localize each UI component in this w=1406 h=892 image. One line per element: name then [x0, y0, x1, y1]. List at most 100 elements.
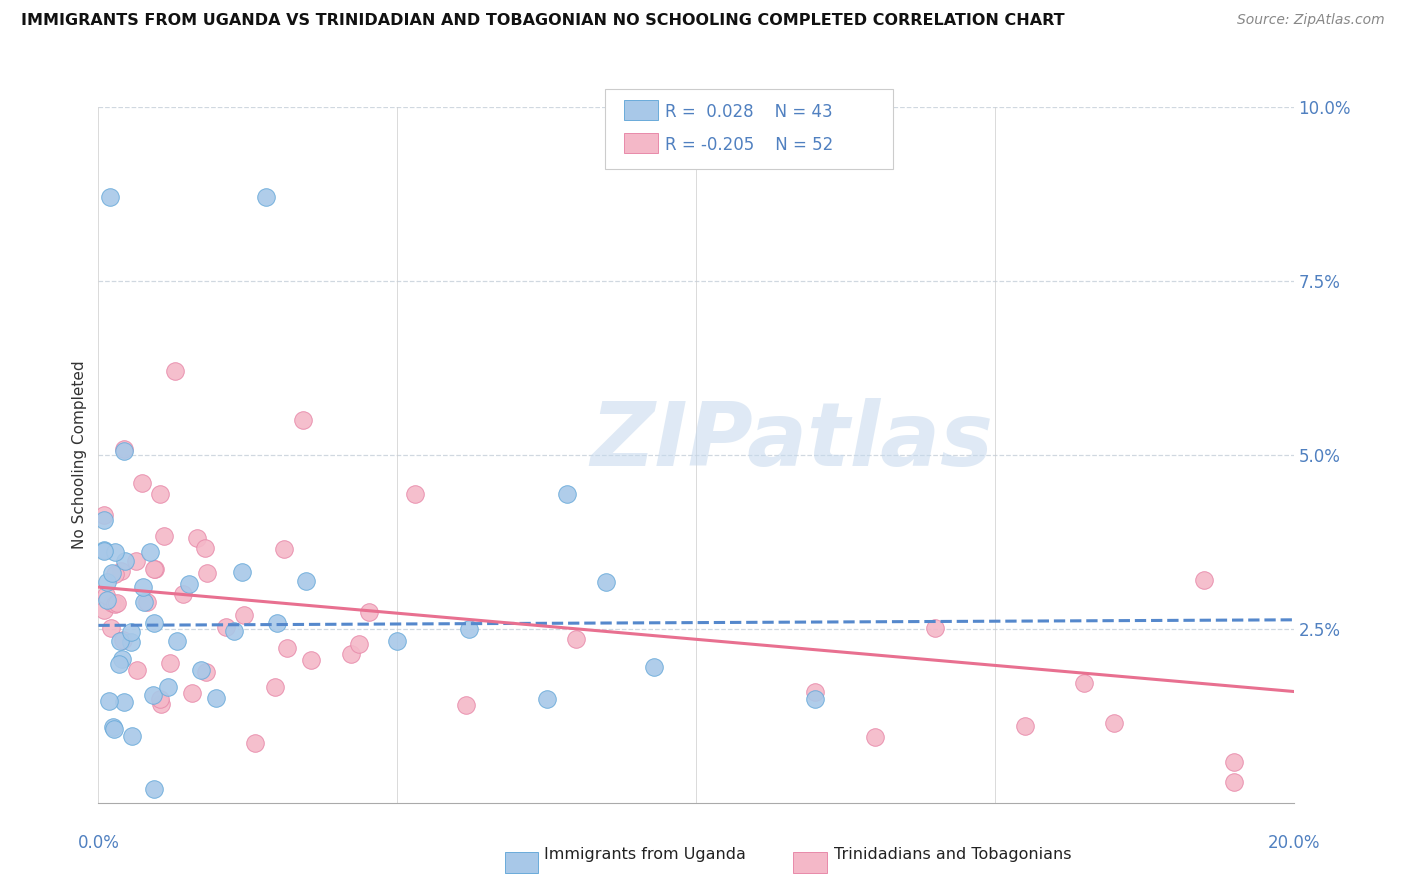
Point — [142, 781, 165, 796]
Point — [159, 656, 181, 670]
Point — [565, 632, 588, 647]
Point — [142, 616, 165, 631]
Point — [149, 697, 172, 711]
Point — [125, 554, 148, 568]
Point — [536, 691, 558, 706]
Point — [194, 541, 217, 556]
Point — [243, 736, 266, 750]
Point — [276, 640, 298, 655]
Point — [132, 580, 155, 594]
Point — [924, 622, 946, 636]
Point — [96, 574, 118, 589]
Point — [110, 564, 132, 578]
Text: IMMIGRANTS FROM UGANDA VS TRINIDADIAN AND TOBAGONIAN NO SCHOOLING COMPLETED CORR: IMMIGRANTS FROM UGANDA VS TRINIDADIAN AN… — [21, 13, 1064, 29]
Point — [205, 691, 228, 706]
Point — [179, 577, 201, 591]
Point — [98, 694, 121, 708]
Point — [93, 508, 115, 522]
Point — [349, 637, 371, 651]
Point — [233, 608, 256, 623]
Point — [120, 625, 142, 640]
Point — [121, 730, 143, 744]
Point — [804, 685, 827, 699]
Point — [93, 512, 115, 526]
Point — [454, 698, 477, 712]
Point — [1223, 775, 1246, 789]
Point — [153, 529, 176, 543]
Point — [96, 588, 118, 602]
Point — [114, 695, 136, 709]
Point — [195, 665, 218, 679]
Point — [181, 686, 204, 700]
Point — [104, 597, 127, 611]
Point — [93, 544, 115, 558]
Text: 20.0%: 20.0% — [1267, 834, 1320, 852]
Point — [149, 692, 172, 706]
Point — [103, 722, 125, 736]
Point — [143, 562, 166, 576]
Text: 0.0%: 0.0% — [77, 834, 120, 852]
Point — [112, 633, 135, 648]
Point — [1014, 719, 1036, 733]
Point — [340, 647, 363, 661]
Point — [266, 615, 288, 630]
Point — [105, 596, 128, 610]
Point — [292, 413, 315, 427]
Point — [93, 543, 115, 558]
Point — [643, 660, 665, 674]
Point — [264, 680, 287, 694]
Point — [273, 542, 295, 557]
Point — [108, 657, 131, 672]
Point — [100, 566, 122, 581]
Point — [186, 531, 208, 545]
Text: Source: ZipAtlas.com: Source: ZipAtlas.com — [1237, 13, 1385, 28]
Point — [1104, 716, 1126, 731]
Text: Immigrants from Uganda: Immigrants from Uganda — [544, 847, 747, 863]
Point — [125, 663, 148, 677]
Point — [385, 634, 409, 648]
Point — [104, 545, 127, 559]
Point — [149, 487, 172, 501]
Point — [131, 476, 153, 491]
Point — [100, 190, 122, 204]
Point — [215, 620, 238, 634]
Point — [222, 624, 245, 639]
Point — [865, 731, 887, 745]
Point — [254, 190, 277, 204]
Point — [1073, 676, 1095, 690]
Point — [163, 364, 186, 378]
Point — [555, 487, 578, 501]
Point — [136, 595, 159, 609]
Point — [112, 444, 135, 458]
Point — [110, 652, 132, 666]
Point — [104, 567, 127, 582]
Point — [1192, 573, 1215, 587]
Point — [595, 574, 617, 589]
Point — [172, 587, 194, 601]
Point — [357, 605, 380, 619]
Text: R = -0.205    N = 52: R = -0.205 N = 52 — [665, 136, 834, 154]
Point — [112, 442, 135, 457]
Point — [166, 634, 188, 648]
Point — [1223, 756, 1246, 770]
Point — [142, 688, 165, 702]
Point — [96, 593, 118, 607]
Point — [100, 621, 122, 635]
Point — [138, 545, 160, 559]
Point — [120, 635, 142, 649]
Text: ZIPatlas: ZIPatlas — [591, 398, 993, 484]
Point — [110, 634, 132, 648]
Point — [134, 595, 156, 609]
Point — [190, 663, 212, 677]
Y-axis label: No Schooling Completed: No Schooling Completed — [72, 360, 87, 549]
Point — [299, 653, 322, 667]
Point — [804, 692, 827, 706]
Point — [231, 566, 253, 580]
Point — [143, 562, 166, 576]
Point — [114, 554, 136, 568]
Point — [101, 596, 124, 610]
Point — [157, 680, 180, 694]
Point — [195, 566, 218, 580]
Point — [101, 720, 124, 734]
Point — [295, 574, 318, 588]
